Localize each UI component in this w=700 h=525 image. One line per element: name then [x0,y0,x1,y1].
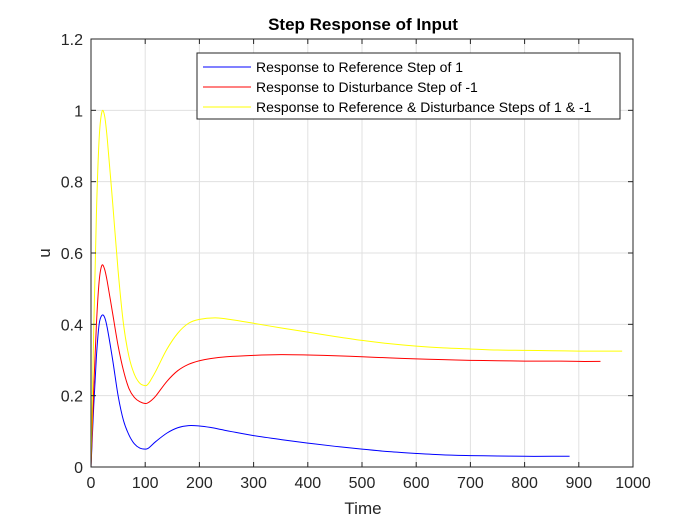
x-tick-label: 300 [240,475,267,492]
x-tick-label: 600 [403,475,430,492]
y-tick-label: 0.4 [61,317,83,334]
legend-label-1: Response to Reference Step of 1 [256,59,463,75]
chart-title: Step Response of Input [268,15,458,34]
legend-label-3: Response to Reference & Disturbance Step… [256,99,592,115]
x-tick-label: 900 [565,475,592,492]
x-tick-label: 1000 [615,475,651,492]
y-tick-label: 0 [74,460,83,477]
x-tick-label: 200 [186,475,213,492]
legend: Response to Reference Step of 1 Response … [196,52,621,120]
x-tick-label: 100 [132,475,159,492]
x-tick-label: 0 [87,475,96,492]
legend-label-2: Response to Disturbance Step of -1 [256,79,478,95]
series-line-1 [90,314,570,468]
x-tick-label: 400 [294,475,321,492]
x-tick-label: 800 [511,475,538,492]
series-lines [90,109,623,468]
y-tick-label: 1 [74,103,83,120]
y-tick-label: 0.8 [61,175,83,192]
series-line-3 [90,109,623,468]
x-tick-label: 500 [349,475,376,492]
y-tick-label: 0.6 [61,246,83,263]
x-tick-label: 700 [457,475,484,492]
axis-ticks: 0 100 200 300 400 500 600 700 800 900 1000 0 0.2 0.4 0… [61,32,651,492]
series-line-2 [90,264,601,468]
legend-box [196,52,621,120]
y-axis-label: u [35,248,54,257]
y-tick-label: 1.2 [61,32,83,49]
y-tick-label: 0.2 [61,389,83,406]
x-axis-label: Time [344,499,381,518]
